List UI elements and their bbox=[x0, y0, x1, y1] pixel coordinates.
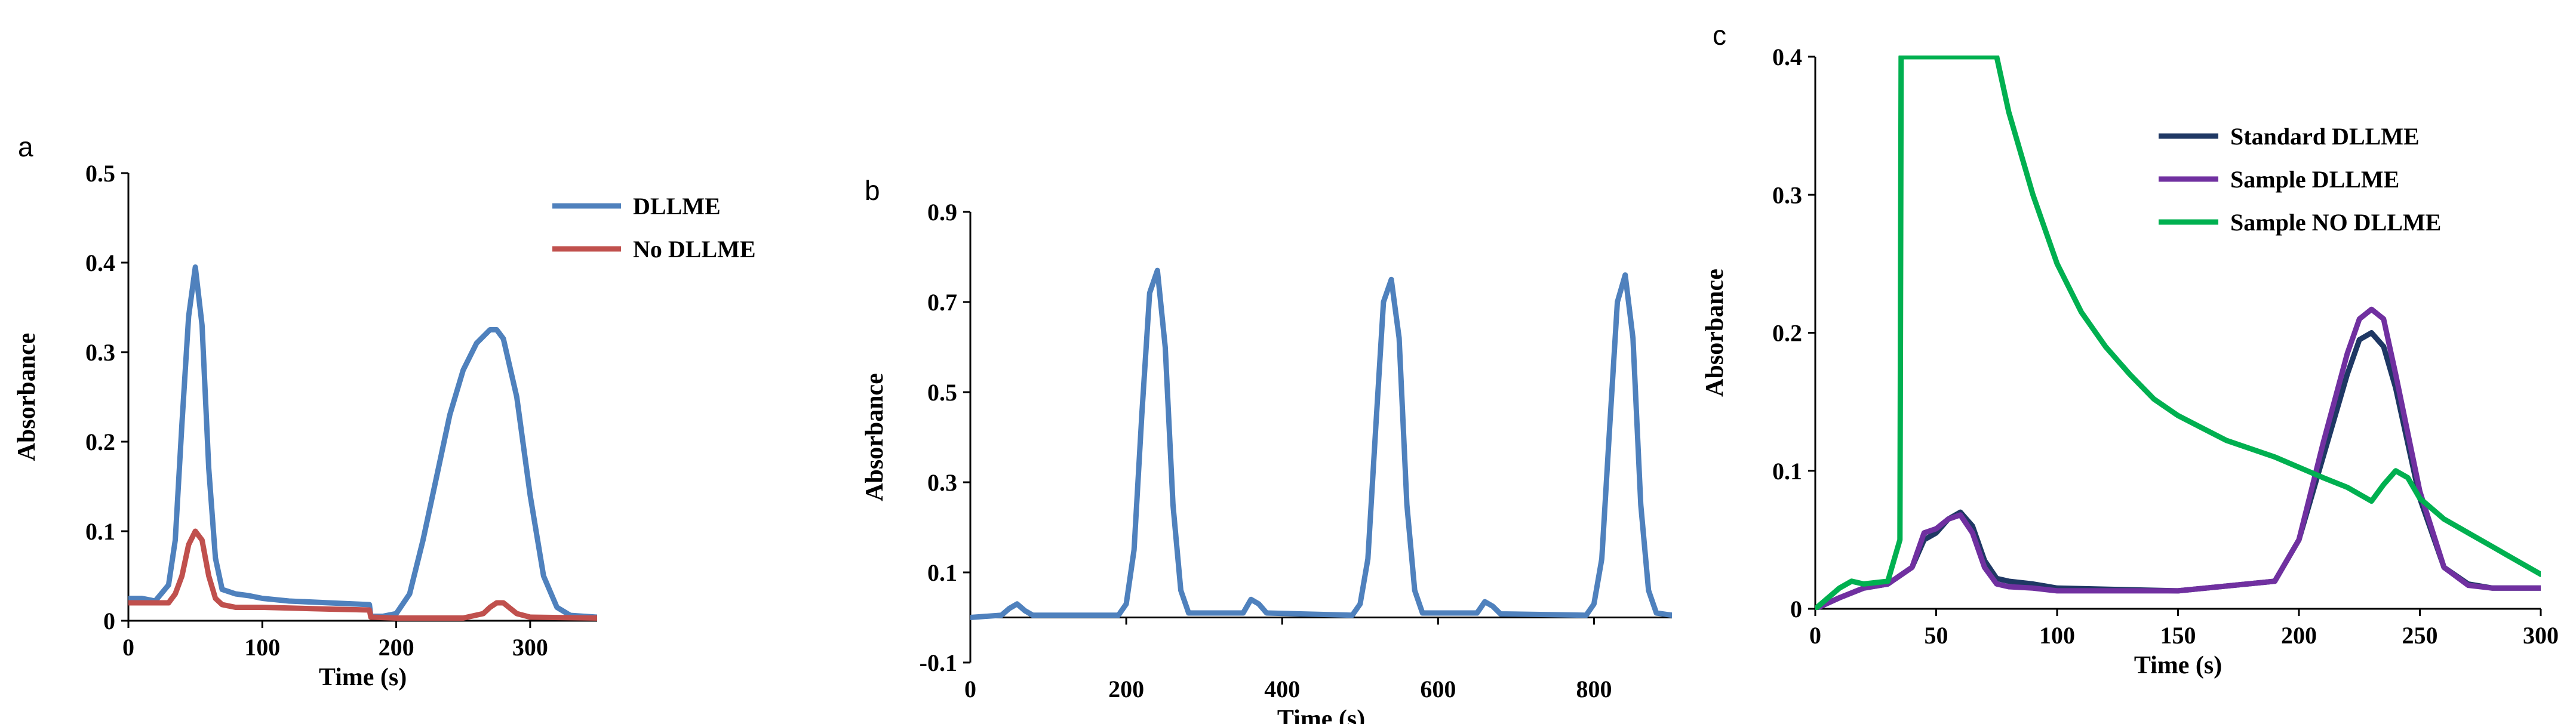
series-line-dllme bbox=[128, 264, 597, 620]
y-tick-label: 0 bbox=[103, 608, 115, 634]
series-line-sample-no-dllme bbox=[1815, 56, 2541, 610]
panel-letter: b bbox=[865, 175, 880, 206]
x-tick-label: 200 bbox=[1108, 676, 1144, 703]
x-axis-title: Time (s) bbox=[2134, 652, 2222, 679]
y-tick-label: 0.5 bbox=[927, 379, 957, 406]
legend-label: Sample DLLME bbox=[2230, 166, 2399, 193]
legend: Standard DLLME Sample DLLME Sample NO DLLM… bbox=[2159, 123, 2441, 236]
chart-panel-a: a 0 0.1 0.2 0.3 0.4 0.5 0 100 200 300 Time (s) Absor… bbox=[13, 131, 756, 691]
legend-label: Sample NO DLLME bbox=[2230, 209, 2441, 236]
legend-label: No DLLME bbox=[633, 236, 756, 263]
x-tick-label: 300 bbox=[2523, 622, 2559, 649]
x-tick-label: 400 bbox=[1264, 676, 1300, 703]
series-line-sample-dllme bbox=[1815, 306, 2541, 610]
series-line-trace bbox=[970, 267, 1672, 620]
series-line-no-dllme bbox=[128, 528, 597, 621]
panel-letter: a bbox=[18, 131, 33, 162]
y-tick-label: 0.4 bbox=[1772, 44, 1802, 70]
y-tick-label: 0.3 bbox=[1772, 181, 1802, 208]
y-tick-label: 0.9 bbox=[927, 199, 957, 226]
y-tick-label: 0.5 bbox=[85, 160, 115, 187]
y-tick-label: 0.2 bbox=[85, 429, 115, 455]
x-tick-label: 600 bbox=[1420, 676, 1456, 703]
x-tick-label: 0 bbox=[1809, 622, 1821, 649]
y-tick-label: -0.1 bbox=[920, 649, 957, 676]
x-tick-label: 100 bbox=[2039, 622, 2075, 649]
y-tick-label: 0.2 bbox=[1772, 320, 1802, 347]
x-tick-label: 800 bbox=[1576, 676, 1612, 703]
x-tick-label: 100 bbox=[244, 634, 280, 661]
y-tick-label: 0 bbox=[1790, 596, 1802, 623]
x-tick-label: 300 bbox=[512, 634, 548, 661]
y-axis-title: Absorbance bbox=[13, 333, 41, 461]
y-tick-label: 0.1 bbox=[1772, 458, 1802, 485]
x-tick-label: 150 bbox=[2160, 622, 2196, 649]
x-tick-label: 0 bbox=[964, 676, 976, 703]
y-axis-title: Absorbance bbox=[861, 373, 889, 501]
y-axis-title: Absorbance bbox=[1701, 269, 1729, 397]
y-tick-label: 0.7 bbox=[927, 289, 957, 316]
series-line-standard-dllme bbox=[1815, 330, 2541, 610]
y-tick-label: 0.4 bbox=[85, 249, 115, 276]
legend: DLLME No DLLME bbox=[552, 193, 756, 263]
x-tick-label: 200 bbox=[2281, 622, 2317, 649]
x-axis-title: Time (s) bbox=[1277, 705, 1365, 724]
y-tick-label: 0.3 bbox=[85, 339, 115, 366]
x-tick-label: 50 bbox=[1925, 622, 1948, 649]
legend-label: Standard DLLME bbox=[2230, 123, 2420, 150]
x-tick-label: 250 bbox=[2402, 622, 2438, 649]
y-tick-label: 0.1 bbox=[85, 518, 115, 545]
x-tick-label: 200 bbox=[379, 634, 414, 661]
legend-label: DLLME bbox=[633, 193, 721, 220]
chart-panel-b: b -0.1 0.1 0.3 0.5 0.7 0.9 0 200 400 600 800 Time (s… bbox=[861, 175, 1672, 724]
y-tick-label: 0.3 bbox=[927, 469, 957, 496]
x-axis-title: Time (s) bbox=[319, 664, 407, 691]
chart-panel-c: c 0 0.1 0.2 0.3 0.4 0 50 100 150 200 250 300 Time (s)… bbox=[1701, 20, 2559, 679]
x-tick-label: 0 bbox=[122, 634, 134, 661]
panel-letter: c bbox=[1713, 20, 1726, 51]
y-tick-label: 0.1 bbox=[927, 559, 957, 586]
